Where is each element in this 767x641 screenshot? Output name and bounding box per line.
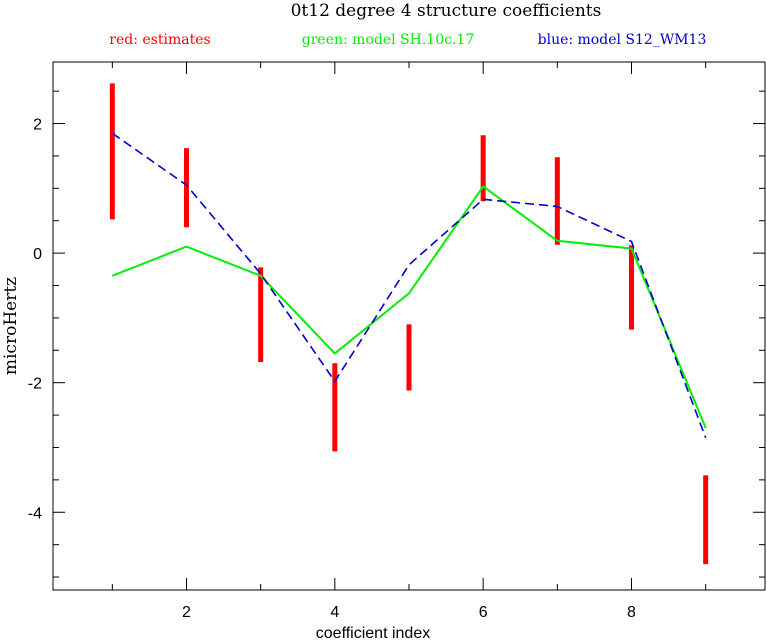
x-tick-label: 8 [627,604,636,621]
legend-item-estimates: red: estimates [109,32,210,48]
y-tick-label: -4 [28,505,42,522]
estimate-bars [109,83,709,565]
x-tick-label: 4 [330,604,339,621]
x-tick-label: 2 [182,604,191,621]
green-model-line [111,184,707,429]
y-axis-label: microHertz [1,277,21,375]
legend-item-blue-model: blue: model S12_WM13 [538,32,707,48]
x-tick-label: 6 [479,604,488,621]
y-tick-label: -2 [28,376,42,393]
blue-model-line [111,132,707,439]
legend-item-green-model: green: model SH.10c.17 [302,32,474,48]
axis-ticks [53,62,765,590]
y-tick-label: 2 [33,117,42,134]
x-axis-label: coefficient index [316,625,430,641]
y-tick-label: 0 [33,246,42,263]
model-lines [111,132,707,439]
axis-tick-labels: 2 4 6 8 2 0 -2 -4 [28,117,636,621]
chart-title: 0t12 degree 4 structure coefficients [291,1,602,21]
